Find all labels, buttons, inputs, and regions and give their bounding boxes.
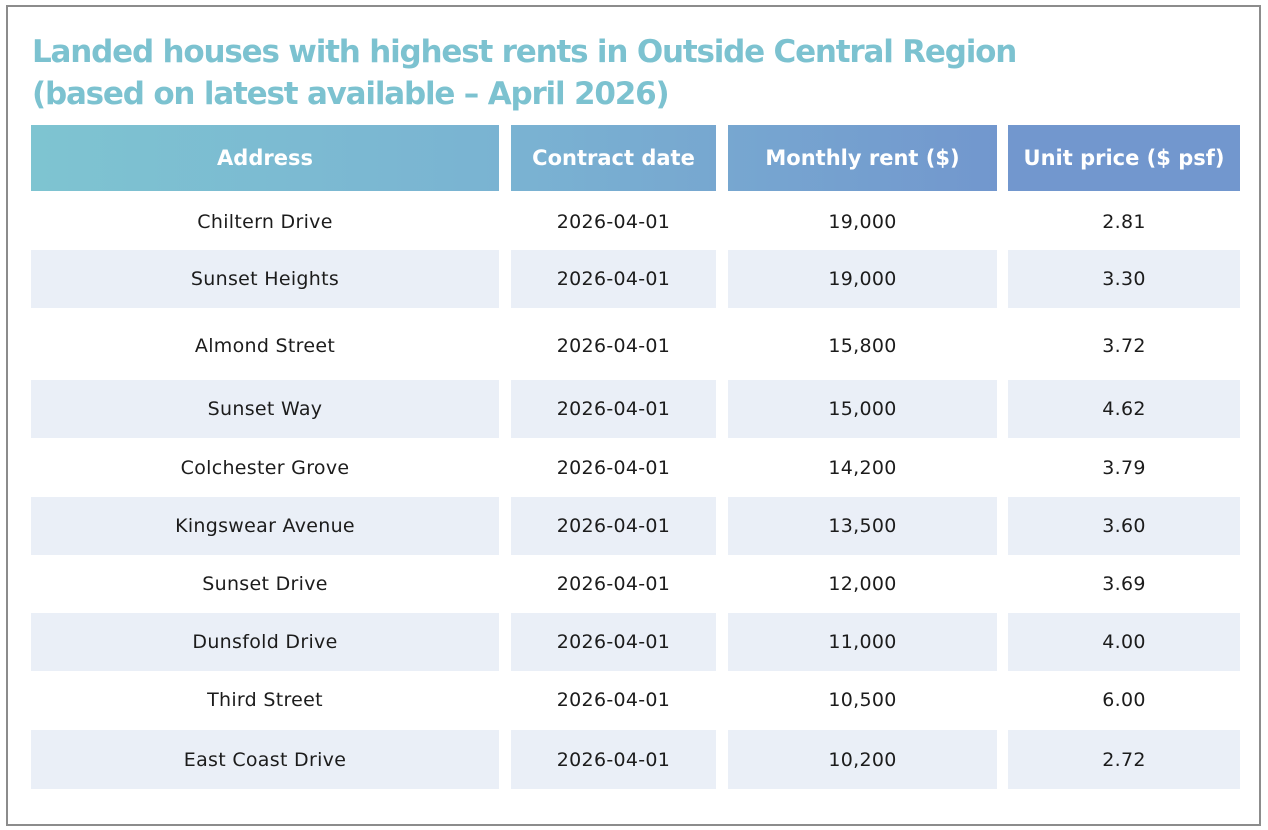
cell-contract-date: 2026-04-01	[556, 572, 671, 595]
cell-contract-date: 2026-04-01	[556, 211, 671, 233]
cell-address: Colchester Grove	[180, 457, 350, 479]
cell-unit-price: 3.69	[1102, 572, 1146, 595]
chart-title: Landed houses with highest rents in Outs…	[32, 31, 1032, 115]
cell-monthly-rent: 11,000	[728, 613, 997, 671]
cell-monthly-rent: 12,000	[828, 572, 897, 595]
cell-address: Dunsfold Drive	[31, 613, 499, 671]
cell-contract-date: 2026-04-01	[511, 380, 716, 438]
cell-contract-date: 2026-04-01	[511, 613, 716, 671]
cell-contract-date: 2026-04-01	[556, 457, 671, 479]
cell-unit-price: 2.81	[1102, 211, 1146, 233]
cell-monthly-rent: 15,800	[828, 335, 897, 357]
chart-title-line-1: Landed houses with highest rents in Outs…	[32, 34, 1017, 70]
header-monthly-rent: Monthly rent ($)	[728, 125, 997, 191]
cell-address: Third Street	[207, 689, 323, 711]
cell-unit-price: 3.60	[1008, 497, 1240, 555]
cell-monthly-rent: 19,000	[728, 250, 997, 308]
cell-unit-price: 2.72	[1008, 730, 1240, 789]
cell-monthly-rent: 14,200	[828, 457, 897, 479]
header-contract-date: Contract date	[511, 125, 716, 191]
cell-address: Kingswear Avenue	[31, 497, 499, 555]
cell-monthly-rent: 10,200	[728, 730, 997, 789]
cell-contract-date: 2026-04-01	[556, 335, 671, 357]
cell-unit-price: 6.00	[1102, 689, 1146, 711]
cell-address: Sunset Drive	[202, 572, 328, 595]
cell-address: Chiltern Drive	[197, 211, 333, 233]
cell-address: Sunset Way	[31, 380, 499, 438]
cell-contract-date: 2026-04-01	[556, 689, 671, 711]
cell-unit-price: 4.00	[1008, 613, 1240, 671]
header-address: Address	[31, 125, 499, 191]
cell-address: Almond Street	[194, 335, 336, 357]
cell-unit-price: 3.72	[1102, 335, 1146, 357]
header-unit-price: Unit price ($ psf)	[1008, 125, 1240, 191]
cell-monthly-rent: 10,500	[828, 689, 897, 711]
cell-contract-date: 2026-04-01	[511, 497, 716, 555]
cell-contract-date: 2026-04-01	[511, 730, 716, 789]
cell-unit-price: 3.30	[1008, 250, 1240, 308]
cell-unit-price: 3.79	[1102, 457, 1146, 479]
cell-address: Sunset Heights	[31, 250, 499, 308]
cell-unit-price: 4.62	[1008, 380, 1240, 438]
cell-monthly-rent: 13,500	[728, 497, 997, 555]
cell-address: East Coast Drive	[31, 730, 499, 789]
cell-monthly-rent: 15,000	[728, 380, 997, 438]
cell-contract-date: 2026-04-01	[511, 250, 716, 308]
cell-monthly-rent: 19,000	[828, 211, 897, 233]
chart-title-line-2: (based on latest available – April 2026)	[32, 76, 670, 112]
